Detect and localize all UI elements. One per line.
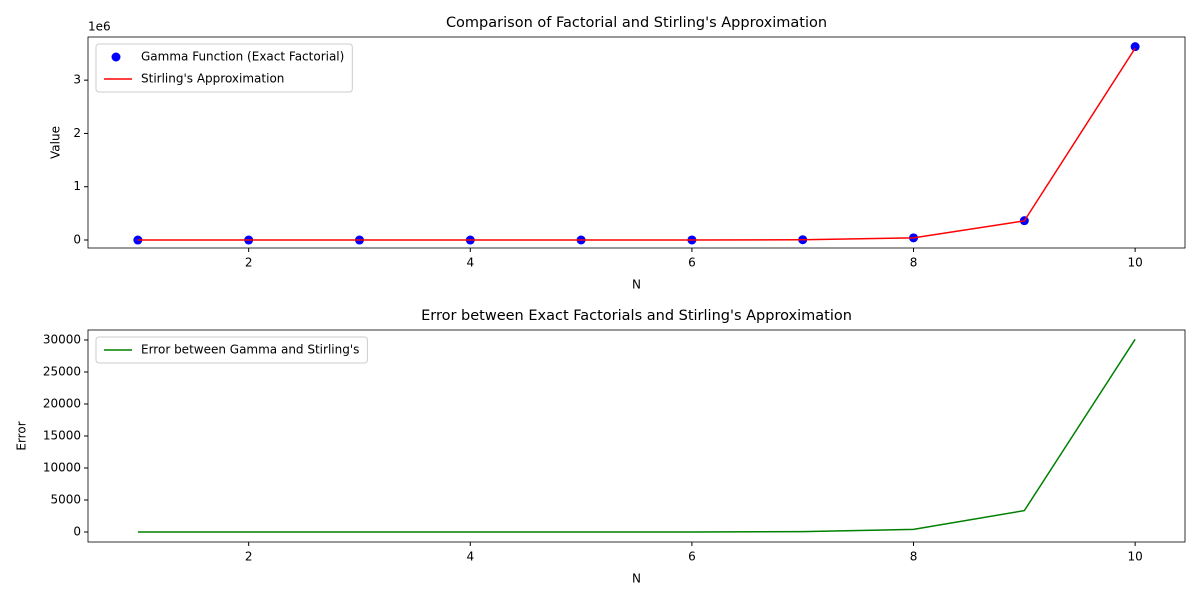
x-tick-label: 2 [245,256,253,270]
y-offset-label: 1e6 [88,20,111,34]
legend-box [95,43,353,93]
legend: Error between Gamma and Stirling's [95,336,368,364]
plot-frame [87,329,1186,543]
y-axis-label: Value [49,126,63,159]
x-tick-label: 4 [466,550,474,564]
x-tick-label: 6 [688,550,696,564]
plot-frame [87,36,1186,249]
legend-box [95,336,368,364]
x-tick-label: 2 [245,550,253,564]
y-tick-label: 15000 [43,429,81,443]
x-axis-label: N [632,572,641,586]
x-tick-label: 4 [466,256,474,270]
x-tick-label: 6 [688,256,696,270]
data-point [1130,42,1140,52]
y-axis-label: Error [15,421,29,450]
y-tick-label: 25000 [43,364,81,378]
x-tick-label: 8 [910,256,918,270]
y-tick-label: 1 [73,179,81,193]
x-tick-label: 10 [1127,550,1142,564]
x-tick-label: 10 [1127,256,1142,270]
data-line [137,47,1136,241]
y-tick-label: 3 [73,73,81,87]
data-line [137,338,1136,533]
y-tick-label: 10000 [43,461,81,475]
y-tick-label: 5000 [50,493,81,507]
chart-title: Comparison of Factorial and Stirling's A… [446,15,827,31]
y-tick-label: 30000 [43,332,81,346]
y-tick-label: 0 [73,233,81,247]
legend: Gamma Function (Exact Factorial) Stirling… [95,43,353,93]
x-axis-label: N [632,278,641,292]
legend-label: Gamma Function (Exact Factorial) [141,50,344,64]
y-tick-label: 0 [73,525,81,539]
y-tick-label: 2 [73,126,81,140]
x-tick-label: 8 [910,550,918,564]
chart-title: Error between Exact Factorials and Stirl… [421,308,852,324]
legend-label: Stirling's Approximation [141,72,284,86]
y-tick-label: 20000 [43,396,81,410]
legend-marker [111,52,121,62]
legend-label: Error between Gamma and Stirling's [141,343,359,357]
